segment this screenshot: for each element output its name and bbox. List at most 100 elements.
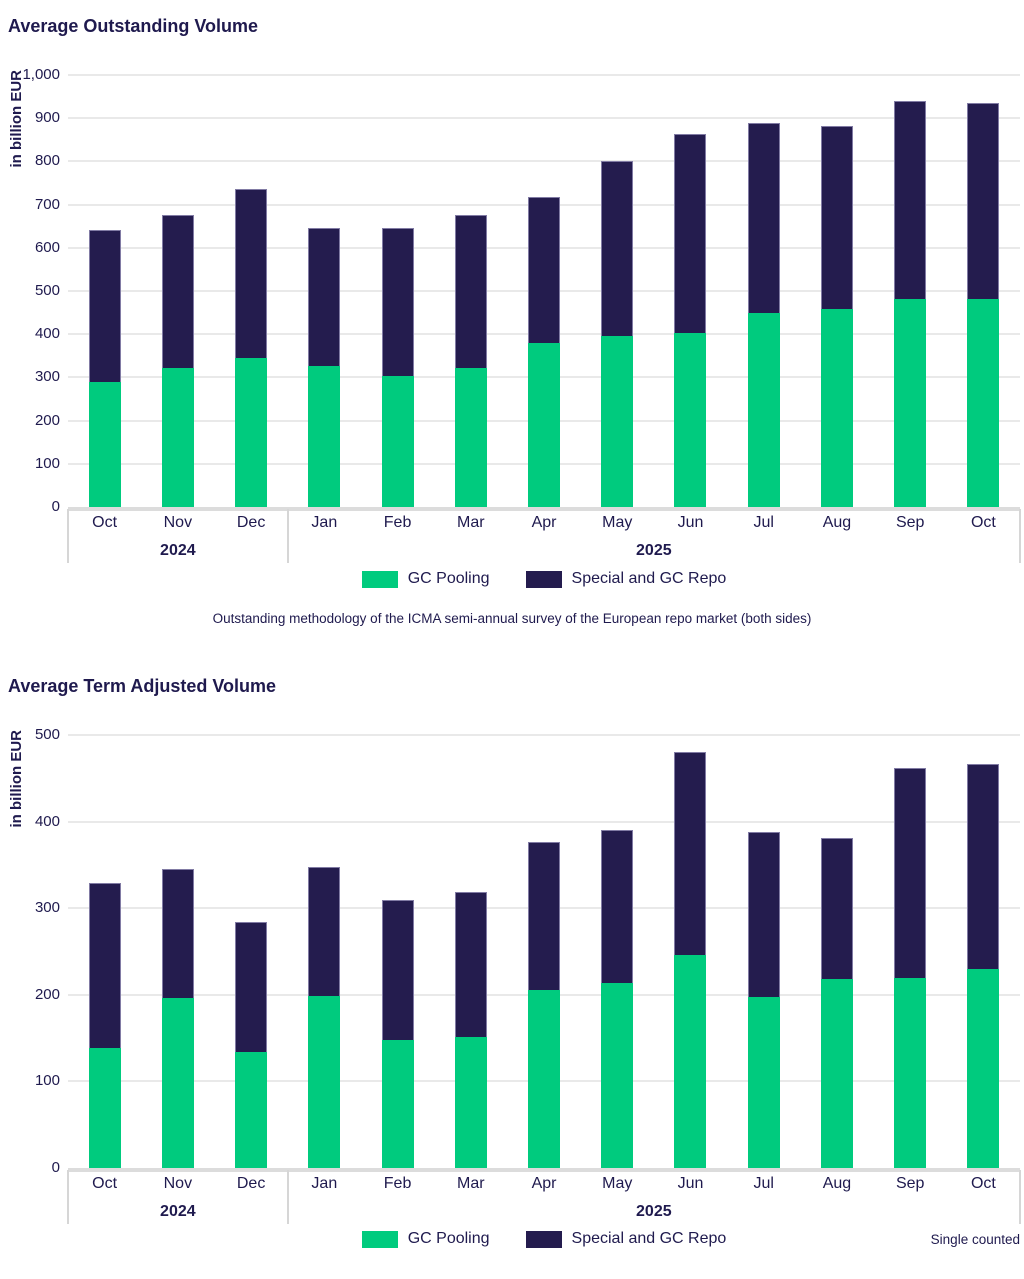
bar-stack-nov-1 <box>161 869 194 1168</box>
x-tick-label: Sep <box>895 514 925 531</box>
y-axis-ticks: 0 100 200 300 400 500 <box>0 658 60 1279</box>
axis-separator <box>286 509 289 563</box>
x-tick-label: Jan <box>311 514 338 531</box>
x-tick-label: Oct <box>970 514 996 531</box>
bar-segment-gc-pooling <box>235 1052 268 1168</box>
gridline <box>68 74 1020 76</box>
x-tick-label: May <box>602 514 633 531</box>
year-group-labels: 2024 2025 <box>68 1203 1020 1225</box>
chart-average-term-adjusted-volume: Average Term Adjusted Volume in billion … <box>0 658 1024 1279</box>
x-tick-label: Jun <box>677 514 704 531</box>
bar-segment-special-gc-repo <box>454 891 487 1038</box>
x-tick-label: Jun <box>677 1175 704 1192</box>
bar-stack-apr-6 <box>528 196 561 507</box>
bar-segment-gc-pooling <box>674 332 707 507</box>
chart-average-outstanding-volume: Average Outstanding Volume in billion EU… <box>8 16 1021 626</box>
bar-segment-special-gc-repo <box>820 838 853 980</box>
x-tick-label: Jul <box>753 1175 774 1192</box>
gridline <box>68 160 1020 163</box>
y-tick-label: 800 <box>34 152 60 170</box>
bar-stack-jan-3 <box>308 866 341 1168</box>
legend-item-special-gc-repo: Special and GC Repo <box>525 1230 727 1248</box>
x-tick-label: Oct <box>970 1175 996 1192</box>
x-tick-label: Apr <box>531 1175 557 1192</box>
axis-separator <box>1019 509 1021 563</box>
bar-segment-special-gc-repo <box>967 103 1000 300</box>
x-tick-label: Mar <box>457 514 485 531</box>
x-axis-line <box>68 507 1020 511</box>
y-tick-label: 0 <box>51 1159 60 1176</box>
plot-area <box>68 734 1020 1168</box>
bar-slot <box>214 735 287 1168</box>
year-label: 2024 <box>160 1203 196 1220</box>
gridline <box>68 820 1020 823</box>
gridline <box>68 734 1020 736</box>
legend-label: GC Pooling <box>407 1230 490 1247</box>
x-axis: Oct Nov Dec Jan Feb Mar Apr May Jun Jul Aug Sep Oct … <box>67 507 1021 565</box>
bar-stack-sep-11 <box>894 767 927 1168</box>
single-counted-note: Single counted <box>930 1232 1020 1247</box>
bar-stack-sep-11 <box>894 100 927 507</box>
bar-segment-gc-pooling <box>967 968 1000 1168</box>
bar-slot <box>141 75 214 507</box>
legend-label: Special and GC Repo <box>571 570 727 587</box>
bar-segment-special-gc-repo <box>161 869 194 999</box>
bar-segment-special-gc-repo <box>894 767 927 979</box>
x-tick-label: Feb <box>383 514 412 531</box>
bar-segment-gc-pooling <box>894 978 927 1168</box>
bar-segment-gc-pooling <box>381 1039 414 1168</box>
bar-slot <box>800 75 873 507</box>
x-tick-label: Apr <box>531 514 557 531</box>
bar-segment-special-gc-repo <box>235 922 268 1052</box>
bar-segment-gc-pooling <box>820 979 853 1168</box>
bar-slot <box>581 75 654 507</box>
bar-slot <box>507 735 580 1168</box>
bar-segment-gc-pooling <box>674 955 707 1168</box>
y-tick-label: 200 <box>34 985 60 1003</box>
bars <box>68 735 1020 1168</box>
bar-stack-oct-0 <box>88 230 121 507</box>
legend: GC Pooling Special and GC Repo <box>68 1230 1020 1248</box>
bar-segment-gc-pooling <box>747 312 780 507</box>
bar-stack-nov-1 <box>161 215 194 507</box>
bar-slot <box>874 735 947 1168</box>
bar-segment-special-gc-repo <box>674 751 707 955</box>
bar-segment-gc-pooling <box>454 367 487 507</box>
bar-segment-gc-pooling <box>381 375 414 507</box>
x-tick-label: Aug <box>822 514 852 531</box>
bar-slot <box>727 735 800 1168</box>
special-gc-repo-swatch-icon <box>525 1230 562 1248</box>
bar-stack-jun-8 <box>674 133 707 507</box>
bar-stack-oct-12 <box>967 103 1000 507</box>
x-tick-label: May <box>602 1175 633 1192</box>
bar-segment-special-gc-repo <box>88 883 121 1048</box>
bar-stack-oct-0 <box>88 883 121 1168</box>
bar-stack-feb-4 <box>381 227 414 507</box>
methodology-caption: Outstanding methodology of the ICMA semi… <box>212 611 812 626</box>
bars <box>68 75 1020 507</box>
bar-segment-gc-pooling <box>88 381 121 507</box>
bar-segment-special-gc-repo <box>454 215 487 368</box>
gc-pooling-swatch-icon <box>361 570 398 588</box>
bar-segment-special-gc-repo <box>308 227 341 366</box>
legend-label: Special and GC Repo <box>571 1230 727 1247</box>
bar-slot <box>727 75 800 507</box>
bar-slot <box>507 75 580 507</box>
x-axis: Oct Nov Dec Jan Feb Mar Apr May Jun Jul Aug Sep Oct … <box>67 1168 1021 1226</box>
legend: GC Pooling Special and GC Repo <box>68 570 1020 588</box>
x-tick-label: Dec <box>236 1175 266 1192</box>
bar-segment-gc-pooling <box>601 982 634 1168</box>
bar-segment-gc-pooling <box>161 998 194 1168</box>
bar-stack-aug-10 <box>820 838 853 1168</box>
x-tick-label: Jul <box>753 514 774 531</box>
bar-slot <box>654 735 727 1168</box>
y-tick-label: 0 <box>51 498 60 515</box>
y-tick-label: 700 <box>34 195 60 213</box>
bar-segment-gc-pooling <box>528 342 561 507</box>
x-tick-label: Dec <box>236 514 266 531</box>
bar-segment-gc-pooling <box>820 309 853 507</box>
bar-slot <box>68 735 141 1168</box>
bar-stack-dec-2 <box>235 189 268 507</box>
legend-item-gc-pooling: GC Pooling <box>361 570 490 588</box>
